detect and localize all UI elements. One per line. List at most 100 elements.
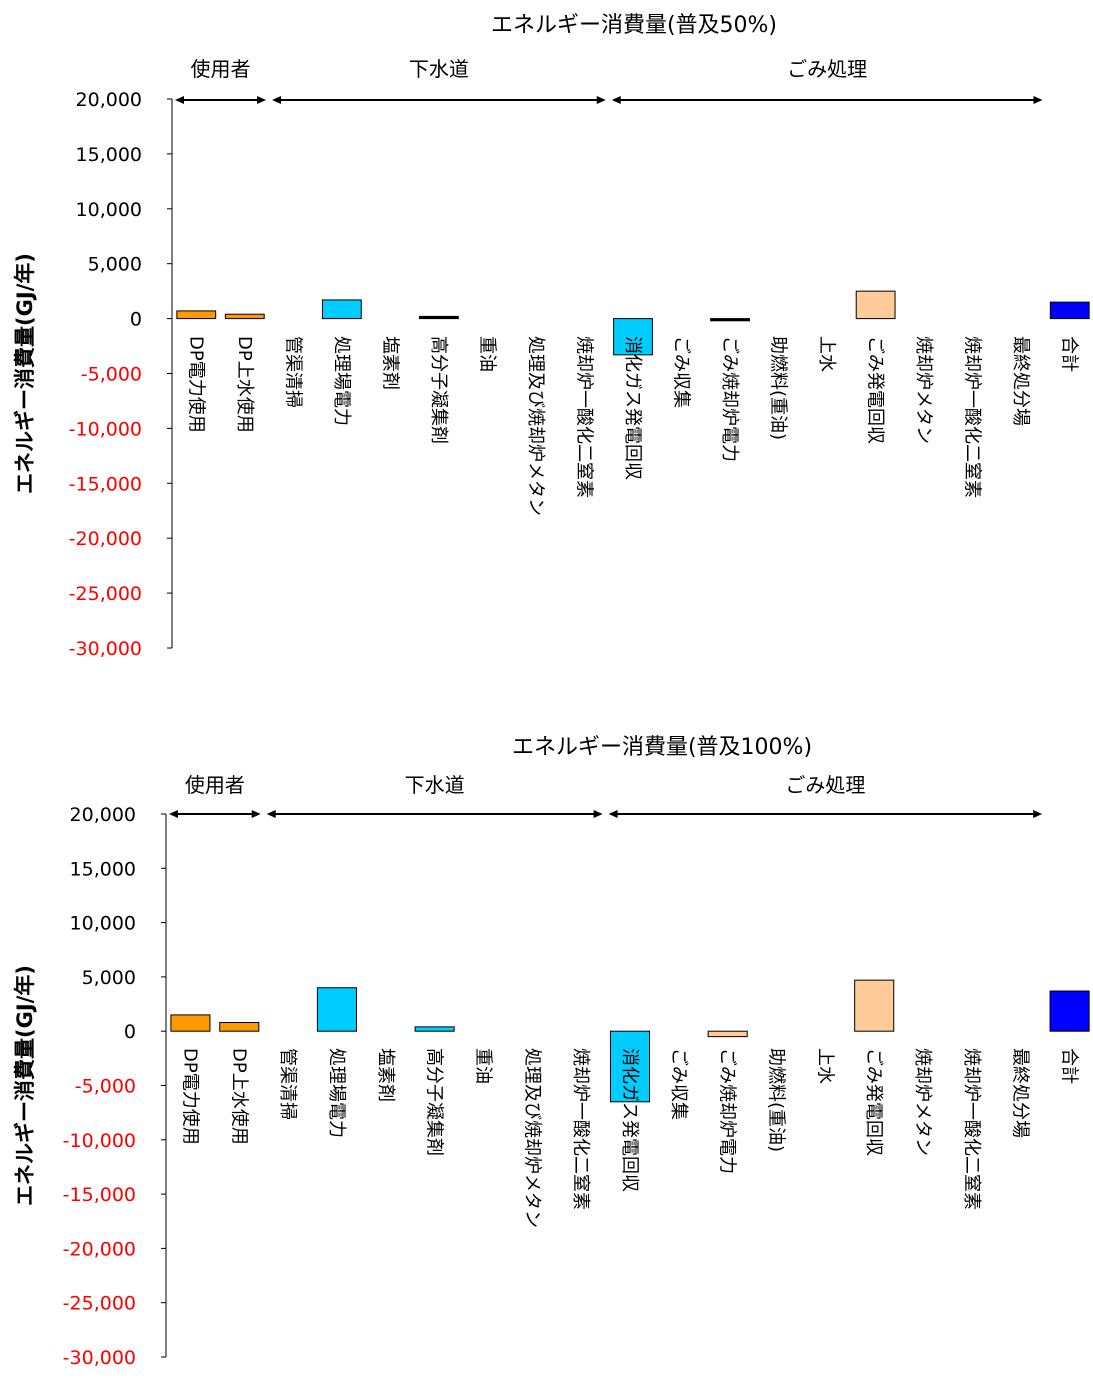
- y-axis-label: エネルギー消費量(GJ/年): [13, 253, 37, 494]
- bar: [219, 1022, 260, 1032]
- category-label: 処理場電力: [326, 1048, 347, 1138]
- category-label: DP上水使用: [234, 336, 255, 433]
- arrow-head-left: [169, 810, 178, 818]
- bar: [316, 987, 357, 1032]
- chart-svg: エネルギー消費量(普及50%) 20,000 15,000 10,000 5,000 0 -…: [13, 13, 1090, 660]
- category-label: ごみ収集: [668, 1048, 689, 1120]
- y-tick-label: 15,000: [70, 858, 136, 880]
- bar: [224, 313, 265, 320]
- arrow-head-left: [611, 96, 621, 104]
- y-tick-label: 15,000: [76, 144, 142, 166]
- category-label: ごみ収集: [671, 336, 692, 408]
- chart-title: エネルギー消費量(普及100%): [512, 735, 812, 760]
- category-label: DP電力使用: [179, 1048, 200, 1145]
- bar: [418, 315, 459, 320]
- category-label: 処理及び焼却炉メタン: [525, 336, 546, 516]
- arrow-head-right: [251, 810, 261, 818]
- y-tick-label: -30,000: [69, 638, 142, 660]
- category-label: 焼却炉一酸化二窒素: [962, 336, 983, 498]
- y-tick-label: -5,000: [81, 364, 142, 386]
- category-label: 最終処分場: [1010, 336, 1031, 426]
- category-label: 高分子凝集剤: [424, 1048, 445, 1156]
- arrow-head-right: [596, 96, 606, 104]
- arrow-head-left: [266, 810, 276, 818]
- energy-chart-50: エネルギー消費量(普及50%) 20,000 15,000 10,000 5,000 0 -…: [0, 0, 1093, 690]
- category-label: 上水: [814, 1048, 835, 1084]
- bar: [609, 1030, 651, 1103]
- category-label: ごみ焼却炉電力: [719, 336, 740, 462]
- category-label: 合計: [1059, 1048, 1080, 1084]
- y-tick-label: 5,000: [82, 967, 136, 989]
- bar: [321, 299, 362, 320]
- arrow-head-left: [608, 810, 618, 818]
- category-label: 高分子凝集剤: [428, 336, 449, 444]
- y-tick-label: 10,000: [76, 199, 142, 221]
- category-label: 焼却炉メタン: [912, 1048, 933, 1156]
- group-label: 使用者: [191, 57, 251, 81]
- bar: [855, 290, 896, 320]
- category-label: 管渠清掃: [277, 1048, 298, 1120]
- category-label: ごみ発電回収: [865, 336, 886, 444]
- bar: [414, 1026, 455, 1032]
- group-label: 下水道: [405, 773, 465, 797]
- category-label: 助燃料(重油): [766, 1048, 787, 1152]
- y-tick-label: -20,000: [63, 1238, 136, 1260]
- group-label: 下水道: [409, 57, 469, 81]
- category-label: ごみ発電回収: [863, 1048, 884, 1156]
- bar: [1049, 301, 1090, 320]
- y-tick-label: -10,000: [63, 1130, 136, 1152]
- y-tick-label: -20,000: [69, 528, 142, 550]
- bar: [854, 979, 895, 1032]
- category-label: 処理及び焼却炉メタン: [521, 1048, 542, 1228]
- bar: [176, 310, 217, 320]
- bar: [1049, 990, 1090, 1032]
- y-tick-label: -25,000: [69, 583, 142, 605]
- y-tick-label: 0: [124, 1021, 136, 1043]
- arrow-head-left: [272, 96, 282, 104]
- chart-title: エネルギー消費量(普及50%): [491, 13, 777, 38]
- category-label: DP上水使用: [228, 1048, 249, 1145]
- group-label: 使用者: [185, 773, 245, 797]
- category-label: 塩素剤: [375, 1048, 396, 1102]
- category-label: 焼却炉一酸化二窒素: [573, 336, 594, 498]
- y-tick-label: 5,000: [88, 254, 142, 276]
- category-label: ごみ焼却炉電力: [717, 1048, 738, 1174]
- category-label: 焼却炉メタン: [913, 336, 934, 444]
- bar: [707, 1030, 748, 1038]
- y-tick-label: -10,000: [69, 418, 142, 440]
- bar: [170, 1014, 211, 1032]
- category-label: DP電力使用: [185, 336, 206, 433]
- group-label: ごみ処理: [787, 57, 867, 81]
- arrow-head-right: [257, 96, 267, 104]
- y-axis-label: エネルギー消費量(GJ/年): [13, 965, 37, 1206]
- energy-chart-100: エネルギー消費量(普及100%) 20,000 15,000 10,000 5,000 0…: [0, 692, 1093, 1382]
- y-tick-label: 20,000: [76, 89, 142, 111]
- category-label: 管渠清掃: [282, 336, 303, 408]
- y-tick-label: 10,000: [70, 913, 136, 935]
- chart-svg: エネルギー消費量(普及100%) 20,000 15,000 10,000 5,000 0…: [13, 735, 1090, 1369]
- category-label: 助燃料(重油): [768, 336, 789, 440]
- y-tick-label: 0: [130, 309, 142, 331]
- group-label: ごみ処理: [785, 773, 865, 797]
- category-label: 重油: [476, 336, 497, 372]
- y-tick-label: -15,000: [63, 1184, 136, 1206]
- y-tick-label: 20,000: [70, 804, 136, 826]
- category-label: 重油: [472, 1048, 493, 1084]
- category-label: 焼却炉一酸化二窒素: [961, 1048, 982, 1210]
- arrow-head-right: [1033, 810, 1043, 818]
- category-label: 合計: [1059, 336, 1080, 372]
- arrow-head-right: [1033, 96, 1043, 104]
- category-label: 焼却炉一酸化二窒素: [570, 1048, 591, 1210]
- category-label: 消化ガス発電回収: [619, 1048, 640, 1192]
- y-tick-label: -25,000: [63, 1293, 136, 1315]
- bar: [710, 318, 750, 322]
- bar: [613, 318, 653, 356]
- arrow-head-left: [175, 96, 184, 104]
- category-label: 最終処分場: [1010, 1048, 1031, 1138]
- y-tick-label: -30,000: [63, 1347, 136, 1369]
- category-label: 塩素剤: [379, 336, 400, 390]
- y-tick-label: -5,000: [75, 1076, 136, 1098]
- arrow-head-right: [593, 810, 603, 818]
- y-tick-label: -15,000: [69, 473, 142, 495]
- category-label: 上水: [816, 336, 837, 372]
